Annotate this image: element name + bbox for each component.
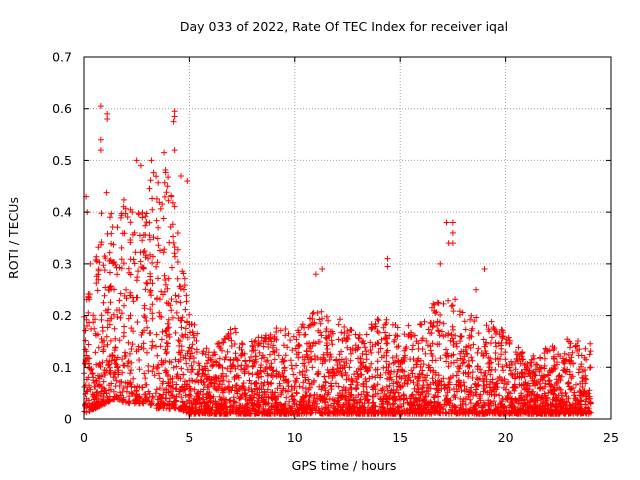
data-point	[384, 263, 391, 270]
data-point	[384, 255, 391, 262]
x-tick-label: 0	[80, 430, 88, 445]
y-axis-ticks: 0 0.1 0.2 0.3 0.4 0.5 0.6 0.7	[52, 50, 611, 427]
data-point	[97, 136, 104, 143]
x-tick-label: 25	[603, 430, 619, 445]
data-point	[312, 271, 319, 278]
data-point	[97, 103, 104, 110]
data-point	[104, 110, 111, 117]
x-axis-label: GPS time / hours	[292, 458, 397, 473]
x-axis-ticks: 0 5 10 15 20 25	[80, 57, 619, 445]
data-points	[81, 103, 594, 417]
plot-frame	[83, 56, 612, 420]
data-point	[148, 157, 155, 164]
x-tick-label: 10	[287, 430, 303, 445]
x-tick-label: 20	[498, 430, 514, 445]
scatter-markers	[81, 167, 594, 417]
data-point	[184, 178, 191, 185]
y-tick-label: 0.1	[52, 360, 72, 375]
x-tick-label: 5	[185, 430, 193, 445]
y-tick-label: 0.2	[52, 308, 72, 323]
data-point	[473, 286, 480, 293]
data-point	[137, 162, 144, 169]
y-tick-label: 0.3	[52, 256, 72, 271]
y-tick-label: 0.6	[52, 101, 72, 116]
data-point	[443, 219, 450, 226]
data-point	[449, 240, 456, 247]
data-point	[319, 266, 326, 273]
data-point	[133, 157, 140, 164]
y-tick-label: 0.4	[52, 205, 72, 220]
data-point	[177, 172, 184, 179]
y-tick-label: 0.7	[52, 50, 72, 65]
data-point	[449, 229, 456, 236]
data-point	[104, 116, 111, 123]
data-point	[449, 219, 456, 226]
data-point	[171, 113, 178, 120]
data-point	[97, 147, 104, 154]
x-tick-label: 15	[392, 430, 408, 445]
data-point	[437, 260, 444, 267]
data-point	[171, 108, 178, 115]
data-point	[170, 118, 177, 125]
data-point	[161, 149, 168, 156]
y-axis-label: ROTI / TECUs	[6, 197, 21, 279]
chart-title: Day 033 of 2022, Rate Of TEC Index for r…	[180, 19, 508, 34]
grid-lines	[84, 57, 611, 419]
y-tick-label: 0	[64, 412, 72, 427]
data-point	[171, 147, 178, 154]
data-point	[481, 266, 488, 273]
y-tick-label: 0.5	[52, 153, 72, 168]
